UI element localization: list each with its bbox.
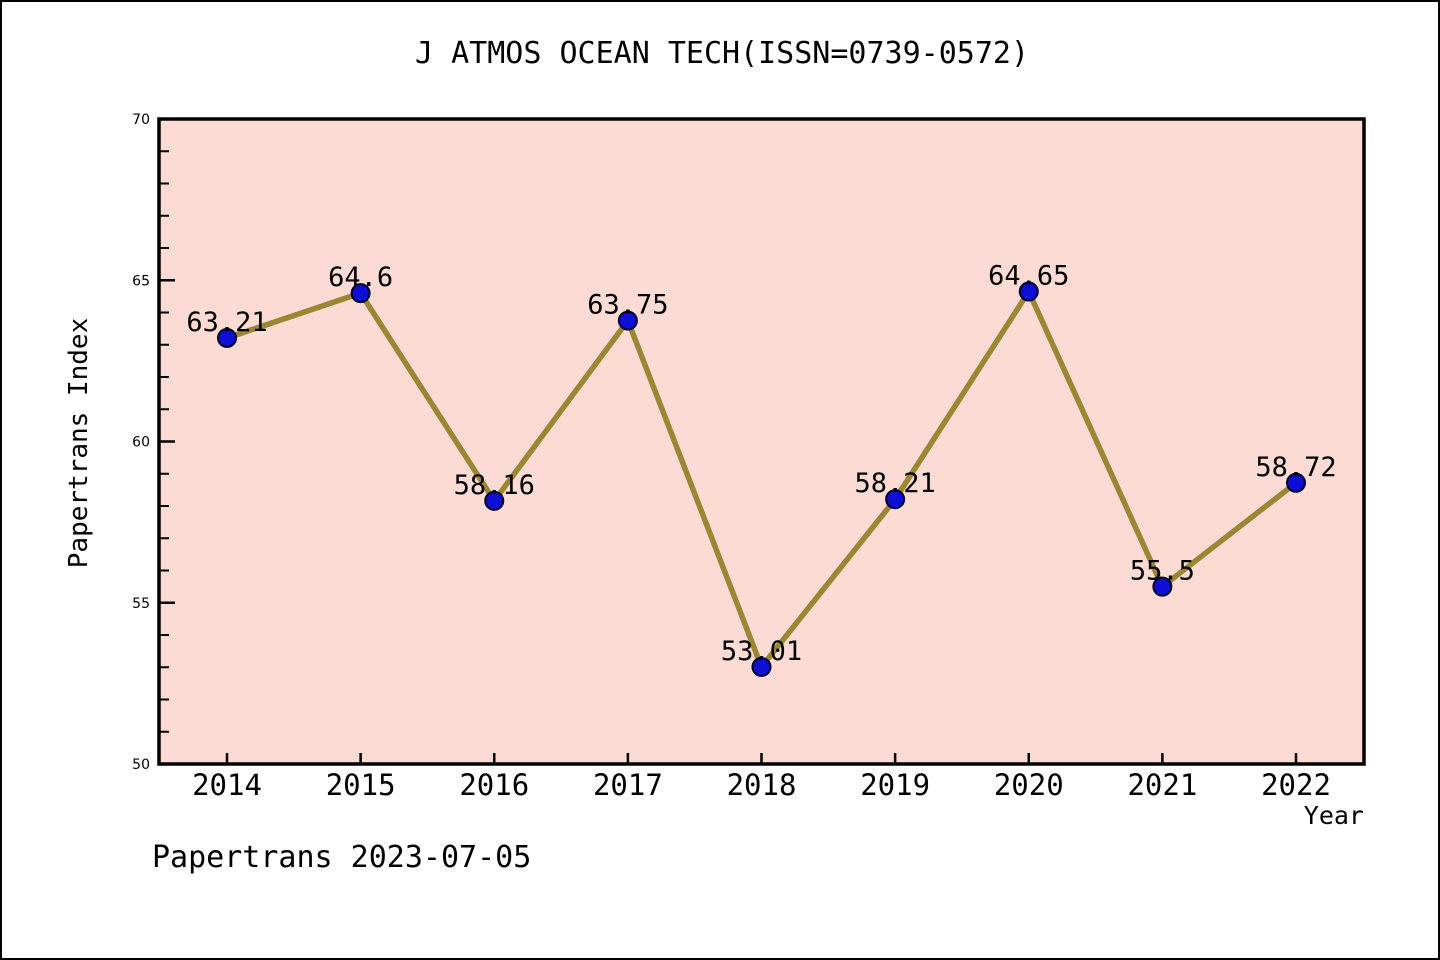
data-point-label: 58.21 [854, 468, 935, 499]
data-point-label: 63.21 [186, 307, 267, 338]
y-tick-label: 50 [132, 757, 150, 773]
plot-background [159, 119, 1364, 764]
data-point [217, 327, 237, 348]
x-tick-label: 2016 [459, 768, 529, 802]
data-point [751, 656, 772, 677]
data-point [1018, 281, 1039, 302]
x-axis-title: Year [1304, 801, 1364, 830]
y-tick-label: 65 [132, 273, 150, 289]
y-tick-label: 60 [132, 435, 150, 451]
x-tick-label: 2020 [994, 768, 1064, 802]
data-point-label: 55.5 [1130, 556, 1195, 587]
x-tick-label: 2019 [860, 768, 930, 802]
chart-title: J ATMOS OCEAN TECH(ISSN=0739-0572) [414, 36, 1030, 71]
data-point-label: 64.65 [988, 261, 1069, 292]
data-point [1286, 472, 1306, 493]
x-tick-label: 2021 [1127, 768, 1197, 802]
data-point [484, 490, 505, 511]
y-tick-label: 70 [132, 112, 150, 128]
x-tick-label: 2017 [593, 768, 663, 802]
x-tick-label: 2022 [1261, 768, 1331, 802]
data-point-label: 63.75 [587, 290, 668, 321]
x-tick-label: 2014 [192, 768, 262, 802]
data-point-label: 64.6 [328, 262, 393, 293]
data-point [885, 489, 906, 510]
x-tick-label: 2018 [727, 768, 797, 802]
data-point [1152, 576, 1173, 597]
data-point-label: 53.01 [721, 636, 802, 667]
footer-note: Papertrans 2023-07-05 [152, 840, 532, 875]
plot-border [157, 117, 1366, 766]
data-point [350, 283, 371, 304]
data-point [617, 310, 638, 331]
data-point-label: 58.72 [1255, 452, 1336, 483]
data-point-label: 58.16 [454, 470, 535, 501]
x-tick-label: 2015 [326, 768, 396, 802]
y-tick-label: 55 [132, 596, 150, 612]
